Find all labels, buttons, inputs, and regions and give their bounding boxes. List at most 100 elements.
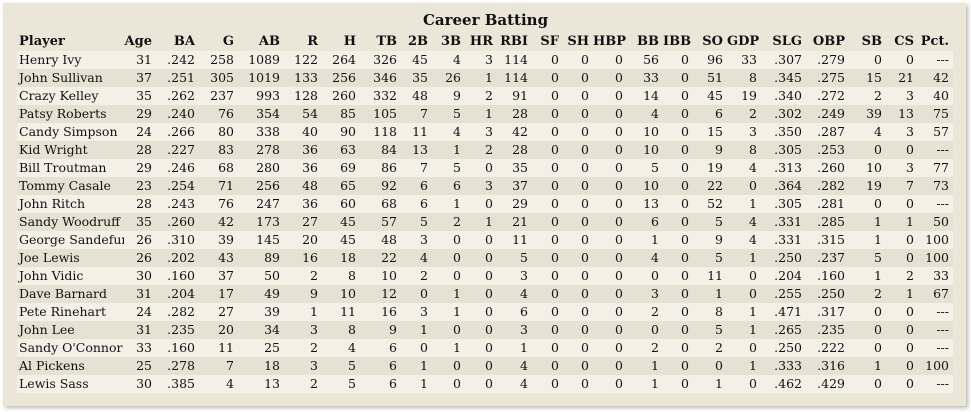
stat-cell: 90 (340, 124, 356, 139)
stat-cell: 0 (874, 196, 882, 211)
stat-cell: 0 (485, 268, 493, 283)
stat-cell: 0 (681, 52, 689, 67)
stat-cell: 0 (551, 52, 559, 67)
stat-cell: 33 (741, 52, 757, 67)
stat-cell: 25 (264, 340, 280, 355)
stat-cell: 3 (310, 322, 318, 337)
stat-cell: 1 (453, 286, 461, 301)
stat-cell: .260 (817, 160, 845, 175)
stat-cell: 21 (898, 70, 914, 85)
stat-cell: 45 (707, 88, 723, 103)
column-header: CS (894, 34, 914, 49)
stat-cell: 29 (512, 196, 528, 211)
stat-cell: 6 (389, 358, 397, 373)
stat-cell: 5 (453, 160, 461, 175)
stat-cell: 0 (581, 358, 589, 373)
stat-cell: 0 (581, 268, 589, 283)
stat-cell: 1 (420, 322, 428, 337)
stat-cell: 0 (581, 214, 589, 229)
stat-cell: 1 (485, 106, 493, 121)
stat-cell: 13 (643, 196, 659, 211)
stat-cell: 0 (651, 268, 659, 283)
stat-cell: 5 (348, 358, 356, 373)
stat-cell: 5 (420, 214, 428, 229)
stat-cell: 5 (715, 322, 723, 337)
stat-cell: 5 (453, 106, 461, 121)
stat-cell: --- (936, 196, 949, 211)
stat-cell: 280 (256, 160, 280, 175)
column-header: RBI (500, 34, 528, 49)
stat-cell: 2 (453, 214, 461, 229)
stat-cell: .243 (167, 196, 195, 211)
stat-cell: 5 (520, 250, 528, 265)
stat-cell: 0 (681, 340, 689, 355)
stat-cell: 3 (651, 286, 659, 301)
stat-cell: 6 (389, 376, 397, 391)
stat-cell: 0 (485, 250, 493, 265)
table-row: John Ritch 28 .243 76 247 36 60 68 6 1 0 29 0 0 0 13 0 52… (17, 195, 953, 213)
stat-cell: 0 (551, 340, 559, 355)
stat-cell: 0 (453, 232, 461, 247)
stat-cell: 1 (749, 196, 757, 211)
stat-cell: 258 (210, 52, 234, 67)
stat-cell: 45 (340, 214, 356, 229)
stat-cell: 6 (453, 178, 461, 193)
stat-cell: 50 (264, 268, 280, 283)
stat-cell: 0 (485, 340, 493, 355)
stat-cell: 1 (874, 268, 882, 283)
stat-cell: 2 (906, 268, 914, 283)
stat-cell: 40 (933, 88, 949, 103)
stat-cell: 0 (906, 340, 914, 355)
stat-cell: 173 (256, 214, 280, 229)
stat-cell: 49 (264, 286, 280, 301)
stat-cell: 0 (453, 376, 461, 391)
stat-cell: .317 (817, 304, 845, 319)
stat-cell: 11 (707, 268, 723, 283)
stat-cell: 73 (933, 178, 949, 193)
stat-cell: 114 (504, 52, 528, 67)
stat-cell: 0 (906, 52, 914, 67)
stat-cell: 0 (615, 268, 623, 283)
stat-cell: .333 (774, 358, 802, 373)
stat-cell: 0 (615, 250, 623, 265)
stat-cell: 0 (615, 106, 623, 121)
stat-cell: 4 (453, 52, 461, 67)
stat-cell: .160 (167, 268, 195, 283)
table-row: Pete Rinehart 24.282 27 39 1 11 16 3 1 0 6 0 0 0 2 0 8 1.… (17, 303, 953, 321)
table-row: Sandy Woodruff 35.260 42 173 27 45 57 5 2 1 21 0 0 0 6… (17, 213, 953, 231)
stat-cell: 0 (681, 214, 689, 229)
stat-cell: 6 (420, 196, 428, 211)
stat-cell: 16 (381, 304, 397, 319)
stat-cell: 1 (453, 340, 461, 355)
stat-cell: .331 (774, 232, 802, 247)
stat-cell: 18 (264, 358, 280, 373)
stat-cell: 45 (412, 52, 428, 67)
column-header: SLG (772, 34, 802, 49)
stat-cell: 0 (749, 286, 757, 301)
table-body: Henry Ivy 31.242 258 1089 122 264 326 45 4 3 114 0 0… (17, 51, 953, 393)
stat-cell: 100 (925, 358, 949, 373)
stat-cell: 21 (512, 214, 528, 229)
stat-cell: 29 (136, 160, 152, 175)
stat-cell: 2 (874, 286, 882, 301)
stat-cell: 0 (615, 178, 623, 193)
stat-cell: .262 (167, 88, 195, 103)
player-name-cell: Henry Ivy (19, 52, 82, 67)
stat-cell: 305 (210, 70, 234, 85)
stat-cell: 0 (681, 286, 689, 301)
stat-cell: 68 (381, 196, 397, 211)
column-header: G (222, 34, 234, 49)
stat-cell: 8 (348, 268, 356, 283)
stat-cell: 9 (453, 88, 461, 103)
player-name-cell: Candy Simpson (19, 124, 118, 139)
stat-cell: 4 (749, 232, 757, 247)
stat-cell: 0 (581, 124, 589, 139)
stat-cell: 0 (906, 358, 914, 373)
stat-cell: 6 (715, 106, 723, 121)
stat-cell: 2 (310, 268, 318, 283)
stat-cell: 36 (302, 160, 318, 175)
stat-cell: 3 (906, 88, 914, 103)
stat-cell: 3 (485, 52, 493, 67)
stat-cell: 0 (581, 232, 589, 247)
stat-cell: 0 (551, 286, 559, 301)
